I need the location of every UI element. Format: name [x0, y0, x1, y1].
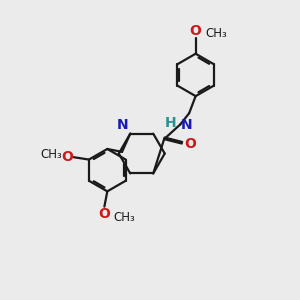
- Text: O: O: [185, 136, 197, 151]
- Text: O: O: [189, 24, 201, 38]
- Text: N: N: [180, 118, 192, 132]
- Text: O: O: [99, 207, 111, 221]
- Text: CH₃: CH₃: [41, 148, 62, 161]
- Text: H: H: [165, 116, 176, 130]
- Text: O: O: [61, 150, 73, 164]
- Text: N: N: [117, 118, 129, 132]
- Text: CH₃: CH₃: [113, 212, 135, 224]
- Text: CH₃: CH₃: [205, 27, 227, 40]
